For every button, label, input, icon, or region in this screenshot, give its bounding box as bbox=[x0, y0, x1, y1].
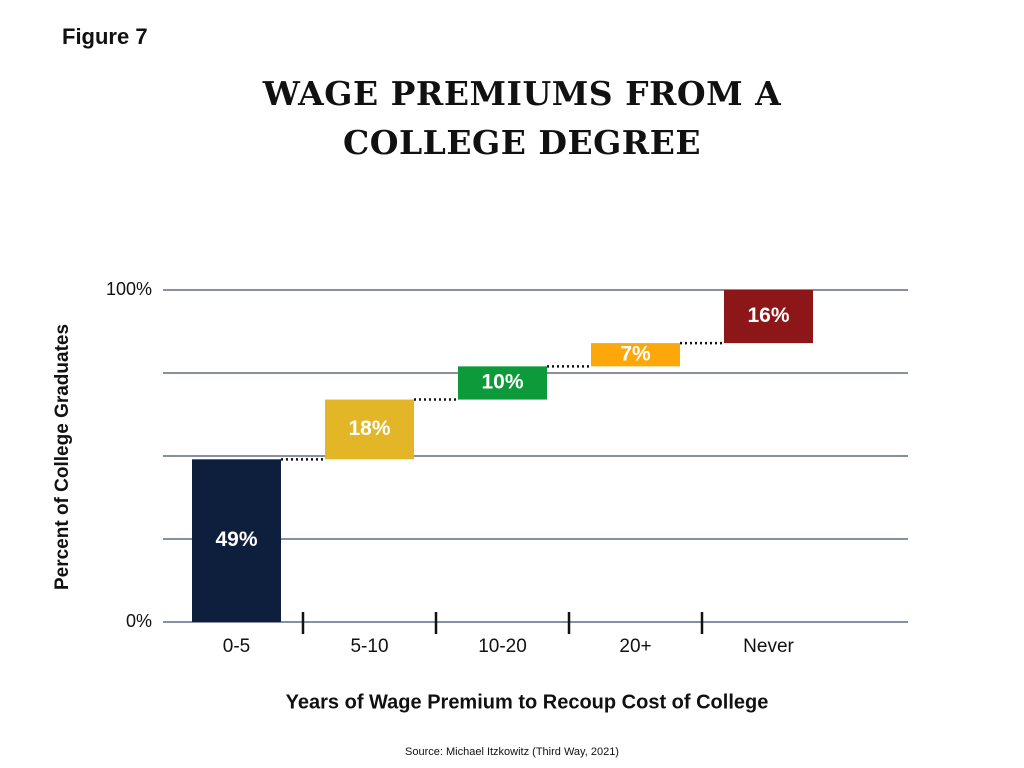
chart-title: WAGE PREMIUMS FROM A bbox=[262, 74, 782, 113]
x-tick-label: 20+ bbox=[619, 636, 651, 657]
bar bbox=[591, 343, 680, 367]
chart-title: COLLEGE DEGREE bbox=[343, 123, 701, 162]
bar bbox=[192, 459, 281, 622]
x-tick-label: Never bbox=[743, 636, 794, 657]
data-label: 18% bbox=[348, 417, 390, 440]
y-axis-title: Percent of College Graduates bbox=[52, 324, 73, 590]
figure-label: Figure 7 bbox=[62, 24, 148, 49]
data-label: 49% bbox=[215, 528, 257, 551]
bar bbox=[458, 366, 547, 400]
data-label: 7% bbox=[620, 342, 651, 365]
x-axis-title: Years of Wage Premium to Recoup Cost of … bbox=[286, 691, 769, 713]
data-label: 16% bbox=[747, 304, 789, 327]
x-tick-label: 0-5 bbox=[223, 636, 250, 657]
x-tick-label: 5-10 bbox=[350, 636, 388, 657]
data-label: 10% bbox=[481, 371, 523, 394]
x-tick-label: 10-20 bbox=[478, 636, 527, 657]
y-tick-label: 100% bbox=[106, 279, 152, 299]
bar bbox=[325, 399, 414, 460]
source: Source: Michael Itzkowitz (Third Way, 20… bbox=[405, 746, 619, 758]
y-tick-label: 0% bbox=[126, 611, 152, 631]
bar bbox=[724, 290, 813, 344]
